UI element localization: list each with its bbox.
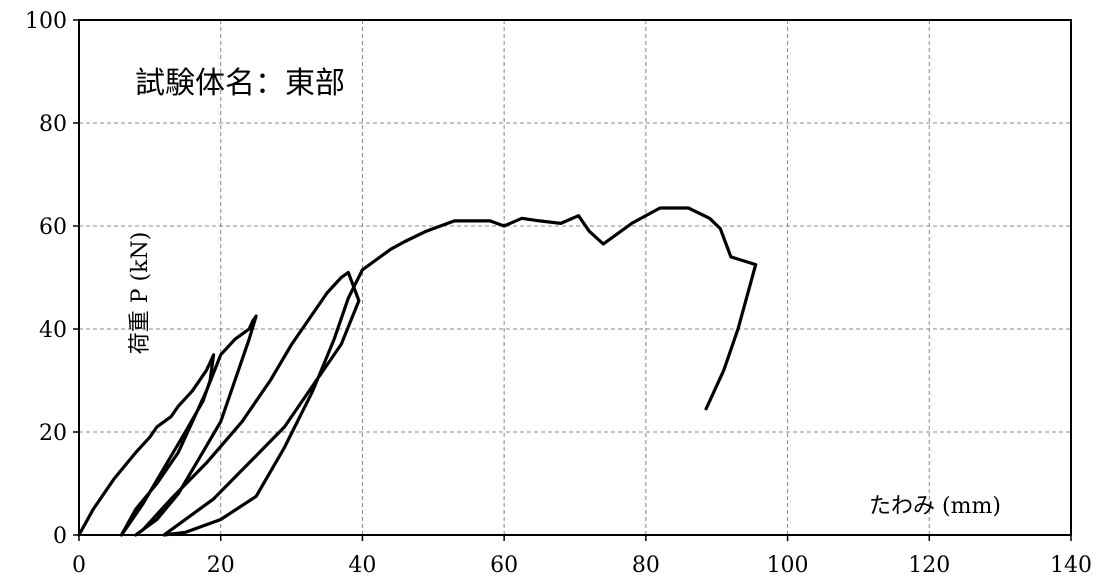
series-line (79, 208, 756, 535)
y-tick-label: 40 (39, 318, 67, 343)
x-axis-label: たわみ (mm) (869, 494, 1001, 519)
x-tick-labels: 0 20 40 60 80 100 120 140 (72, 535, 1092, 578)
y-tick-labels: 0 20 40 60 80 100 (25, 9, 79, 549)
y-tick-label: 100 (25, 9, 67, 34)
x-tick-label: 140 (1050, 553, 1092, 578)
y-tick-label: 0 (53, 524, 67, 549)
x-tick-label: 20 (207, 553, 235, 578)
y-tick-label: 80 (39, 112, 67, 137)
specimen-annotation: 試験体名：東部 (135, 66, 345, 101)
y-tick-label: 20 (39, 421, 67, 446)
x-tick-label: 40 (348, 553, 376, 578)
x-tick-label: 0 (72, 553, 86, 578)
y-axis-label: 荷重 P (kN) (128, 232, 153, 355)
plot-area (79, 208, 756, 535)
x-tick-label: 100 (767, 553, 809, 578)
x-tick-label: 120 (908, 553, 950, 578)
y-tick-label: 60 (39, 215, 67, 240)
x-tick-label: 60 (490, 553, 518, 578)
x-tick-label: 80 (632, 553, 660, 578)
